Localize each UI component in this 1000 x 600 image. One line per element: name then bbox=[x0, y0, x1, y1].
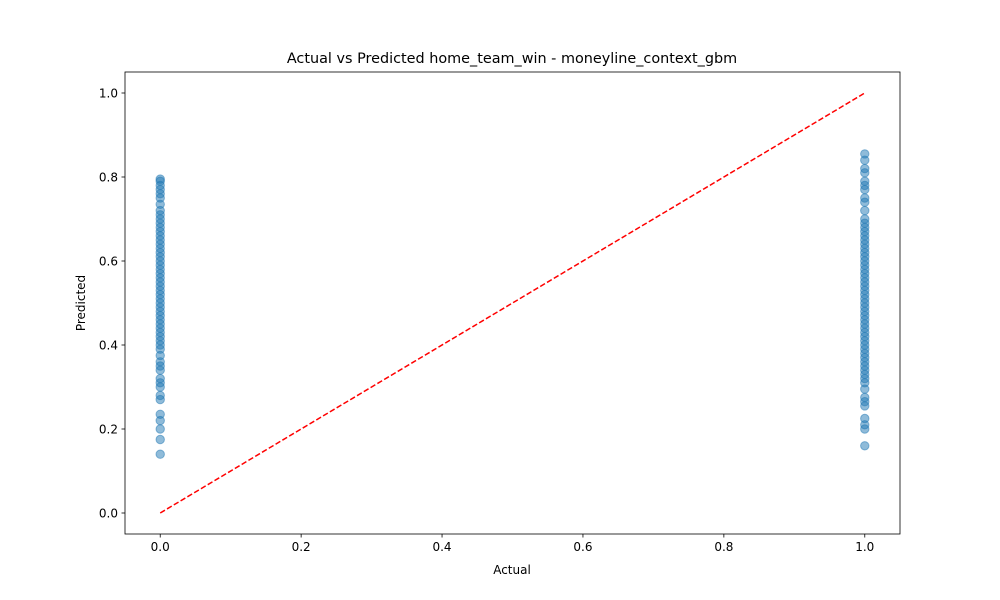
y-tick-label: 0.4 bbox=[99, 338, 118, 352]
y-tick-label: 1.0 bbox=[99, 86, 118, 100]
x-tick-label: 0.4 bbox=[432, 540, 451, 554]
data-point bbox=[860, 163, 870, 174]
x-tick-label: 0.0 bbox=[151, 540, 170, 554]
data-point bbox=[155, 424, 165, 434]
data-point bbox=[860, 205, 870, 216]
data-point bbox=[860, 441, 870, 451]
x-tick-label: 0.2 bbox=[292, 540, 311, 554]
x-tick-label: 1.0 bbox=[855, 540, 874, 554]
data-point bbox=[860, 193, 870, 203]
y-tick-label: 0.6 bbox=[99, 254, 118, 268]
y-tick-label: 0.8 bbox=[99, 170, 118, 184]
y-tick-label: 0.2 bbox=[99, 422, 118, 436]
y-axis-label: Predicted bbox=[74, 275, 88, 331]
data-points bbox=[155, 149, 870, 459]
chart-title: Actual vs Predicted home_team_win - mone… bbox=[287, 51, 737, 67]
reference-line bbox=[159, 92, 866, 514]
x-tick-label: 0.6 bbox=[573, 540, 592, 554]
y-tick-label: 0.0 bbox=[99, 506, 118, 520]
data-point bbox=[860, 413, 870, 424]
data-point bbox=[860, 149, 870, 159]
data-point bbox=[155, 174, 165, 184]
data-point bbox=[155, 409, 165, 419]
data-point bbox=[155, 373, 165, 384]
data-point bbox=[155, 390, 165, 401]
plot-frame bbox=[124, 71, 901, 535]
data-point bbox=[155, 434, 165, 445]
data-point bbox=[860, 392, 870, 403]
axis-ticks: 0.0 0.2 0.4 0.6 0.8 1.0 0.0 0.2 0.4 0.6 0.8 1.0 bbox=[99, 86, 874, 554]
data-point bbox=[860, 176, 870, 186]
data-point bbox=[155, 449, 165, 459]
x-axis-label: Actual bbox=[493, 563, 531, 577]
data-point bbox=[860, 214, 870, 224]
x-tick-label: 0.8 bbox=[714, 540, 733, 554]
